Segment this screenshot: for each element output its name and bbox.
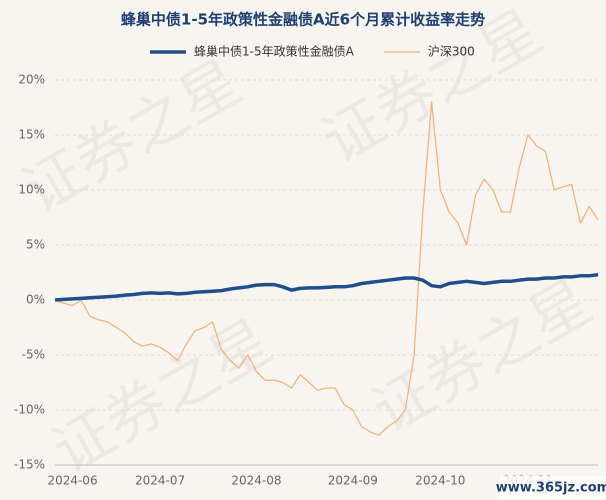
y-tick-label: 10% — [18, 183, 45, 197]
y-tick-label: -10% — [14, 403, 45, 417]
legend-label: 沪深300 — [428, 45, 475, 59]
y-tick-label: 20% — [18, 73, 45, 87]
chart-title: 蜂巢中债1-5年政策性金融债A近6个月累计收益率走势 — [121, 11, 485, 29]
y-tick-label: 5% — [26, 238, 45, 252]
x-tick-label: 2024-09 — [328, 474, 378, 488]
x-tick-label: 2024-10 — [415, 474, 465, 488]
series-line — [54, 272, 599, 302]
y-tick-label: 0% — [26, 293, 45, 307]
series-line — [54, 101, 599, 436]
y-tick-label: -15% — [14, 458, 45, 472]
source-mark: www.365jz.com — [496, 481, 606, 496]
y-tick-label: -5% — [22, 348, 45, 362]
source-mark-bg — [500, 476, 606, 500]
y-tick-label: 15% — [18, 128, 45, 142]
legend: 蜂巢中债1-5年政策性金融债A 沪深300 — [150, 44, 475, 59]
x-tick-label: 2024-07 — [135, 474, 185, 488]
x-tick-label: 2024-08 — [231, 474, 281, 488]
legend-label: 蜂巢中债1-5年政策性金融债A — [194, 44, 355, 59]
x-tick-label: 2024-06 — [47, 474, 97, 488]
